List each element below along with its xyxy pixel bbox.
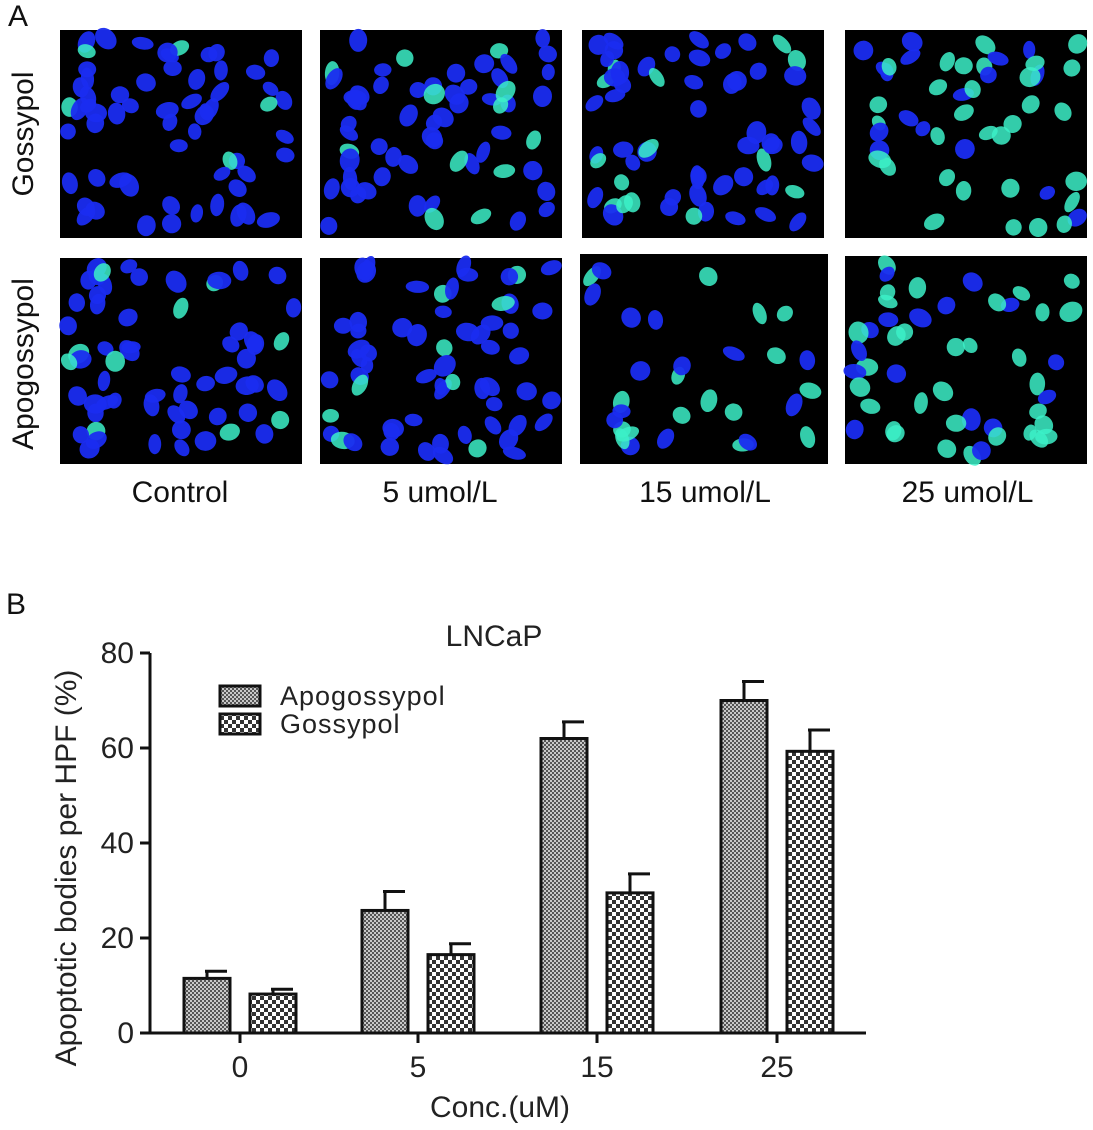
micrograph-gossypol-3 [845, 30, 1088, 238]
column-label-25-umol: 25 umol/L [901, 476, 1034, 509]
micrograph-gossypol-1 [320, 28, 562, 238]
micrograph-apogossypol-3 [843, 255, 1087, 466]
bar-apogossypol-25 [719, 699, 769, 1035]
panel-a-letter: A [8, 0, 29, 33]
micrograph-apogossypol-0 [59, 258, 302, 464]
legend-swatch-gossypol [218, 712, 262, 736]
legend-label-gossypol: Gossypol [280, 709, 401, 739]
panel-b-letter: B [6, 588, 27, 621]
x-tick-label: 5 [410, 1051, 427, 1084]
chart-title: LNCaP [446, 620, 543, 653]
x-tick-label: 25 [760, 1051, 793, 1084]
micrograph-gossypol-0 [60, 27, 302, 238]
bar-apogossypol-5 [360, 908, 410, 1035]
bar-apogossypol-0 [182, 976, 232, 1035]
y-tick-label: 40 [101, 827, 134, 860]
column-label-15-umol: 15 umol/L [639, 476, 771, 509]
column-label-5-umol: 5 umol/L [382, 476, 498, 509]
legend-swatch-apogossypol [218, 684, 262, 708]
micrograph-grid [59, 27, 1088, 466]
x-tick-label: 0 [232, 1051, 249, 1084]
bar-gossypol-15 [605, 891, 655, 1035]
bars [182, 680, 835, 1035]
y-axis-label: Apoptotic bodies per HPF (%) [50, 670, 83, 1067]
y-tick-label: 60 [101, 732, 134, 765]
legend-label-apogossypol: Apogossypol [280, 681, 446, 711]
micrograph-gossypol-2 [582, 30, 824, 238]
bar-chart: LNCaP Apoptotic bodies per HPF (%) Conc.… [50, 620, 866, 1124]
x-tick-label: 15 [580, 1051, 613, 1084]
micrograph-apogossypol-1 [320, 255, 562, 465]
y-tick-label: 20 [101, 922, 134, 955]
micrograph-apogossypol-2 [580, 254, 828, 464]
column-label-control: Control [131, 476, 229, 509]
x-axis-label: Conc.(uM) [430, 1091, 570, 1124]
y-tick-label: 0 [117, 1017, 134, 1050]
bar-apogossypol-15 [539, 737, 589, 1035]
y-tick-label: 80 [101, 637, 134, 670]
bar-gossypol-0 [248, 992, 298, 1035]
bar-gossypol-5 [426, 953, 476, 1035]
bar-gossypol-25 [785, 749, 835, 1035]
